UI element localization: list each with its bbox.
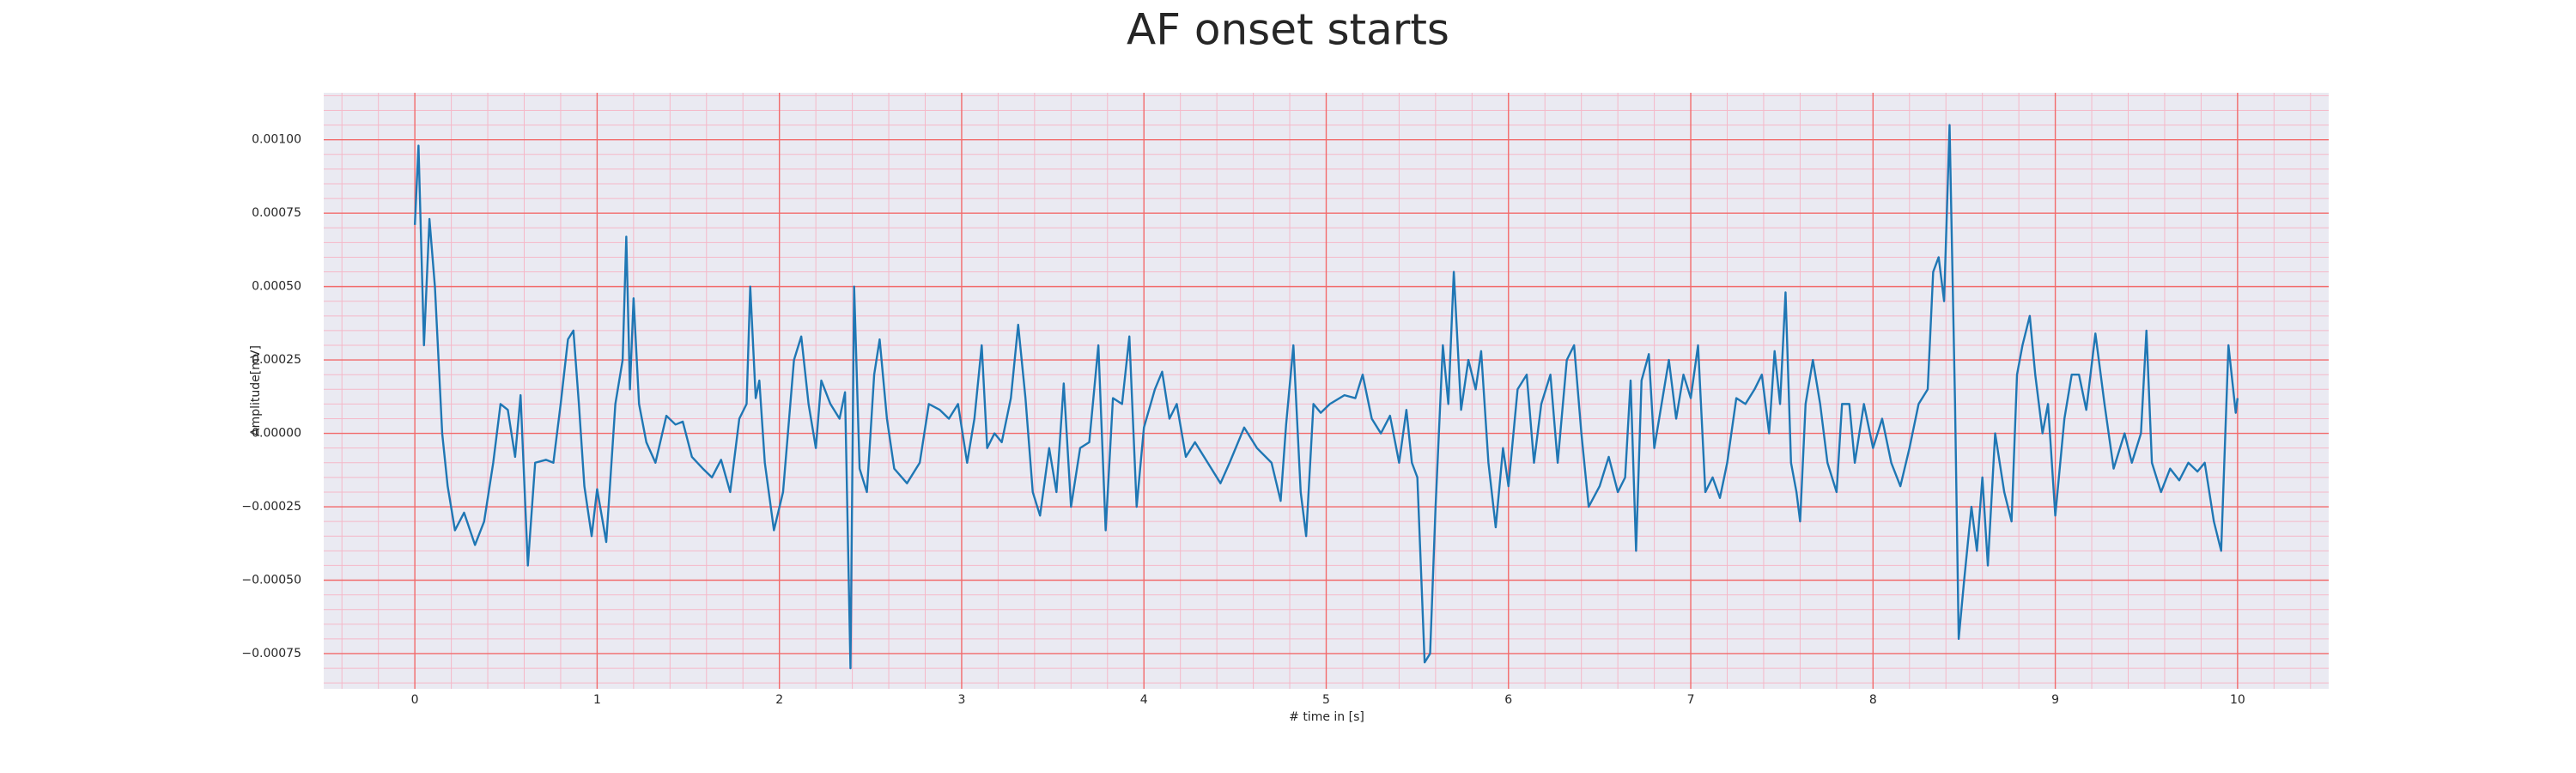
signal-line bbox=[413, 124, 2239, 670]
y-tick-label: 0.00050 bbox=[252, 280, 301, 294]
y-tick-label: −0.00050 bbox=[241, 574, 301, 587]
y-tick-label: 0.00025 bbox=[252, 353, 301, 367]
y-tick-label: 0.00100 bbox=[252, 133, 301, 147]
x-tick-label: 1 bbox=[593, 693, 601, 707]
x-tick-label: 5 bbox=[1322, 693, 1330, 707]
x-tick-label: 3 bbox=[957, 693, 965, 707]
y-tick-label: 0.00075 bbox=[252, 206, 301, 220]
y-axis-label: Amplitude[mV] bbox=[249, 345, 263, 436]
x-tick-label: 0 bbox=[411, 693, 419, 707]
y-tick-label: 0.00000 bbox=[252, 427, 301, 441]
chart-title: AF onset starts bbox=[1127, 5, 1449, 55]
x-tick-label: 4 bbox=[1140, 693, 1148, 707]
y-tick-label: −0.00075 bbox=[241, 647, 301, 660]
x-tick-label: 10 bbox=[2230, 693, 2245, 707]
x-tick-label: 9 bbox=[2051, 693, 2059, 707]
x-tick-label: 2 bbox=[775, 693, 783, 707]
x-tick-label: 8 bbox=[1869, 693, 1877, 707]
x-tick-label: 6 bbox=[1504, 693, 1512, 707]
x-tick-label: 7 bbox=[1687, 693, 1695, 707]
y-tick-label: −0.00025 bbox=[241, 500, 301, 514]
x-axis-label: # time in [s] bbox=[1289, 710, 1364, 724]
